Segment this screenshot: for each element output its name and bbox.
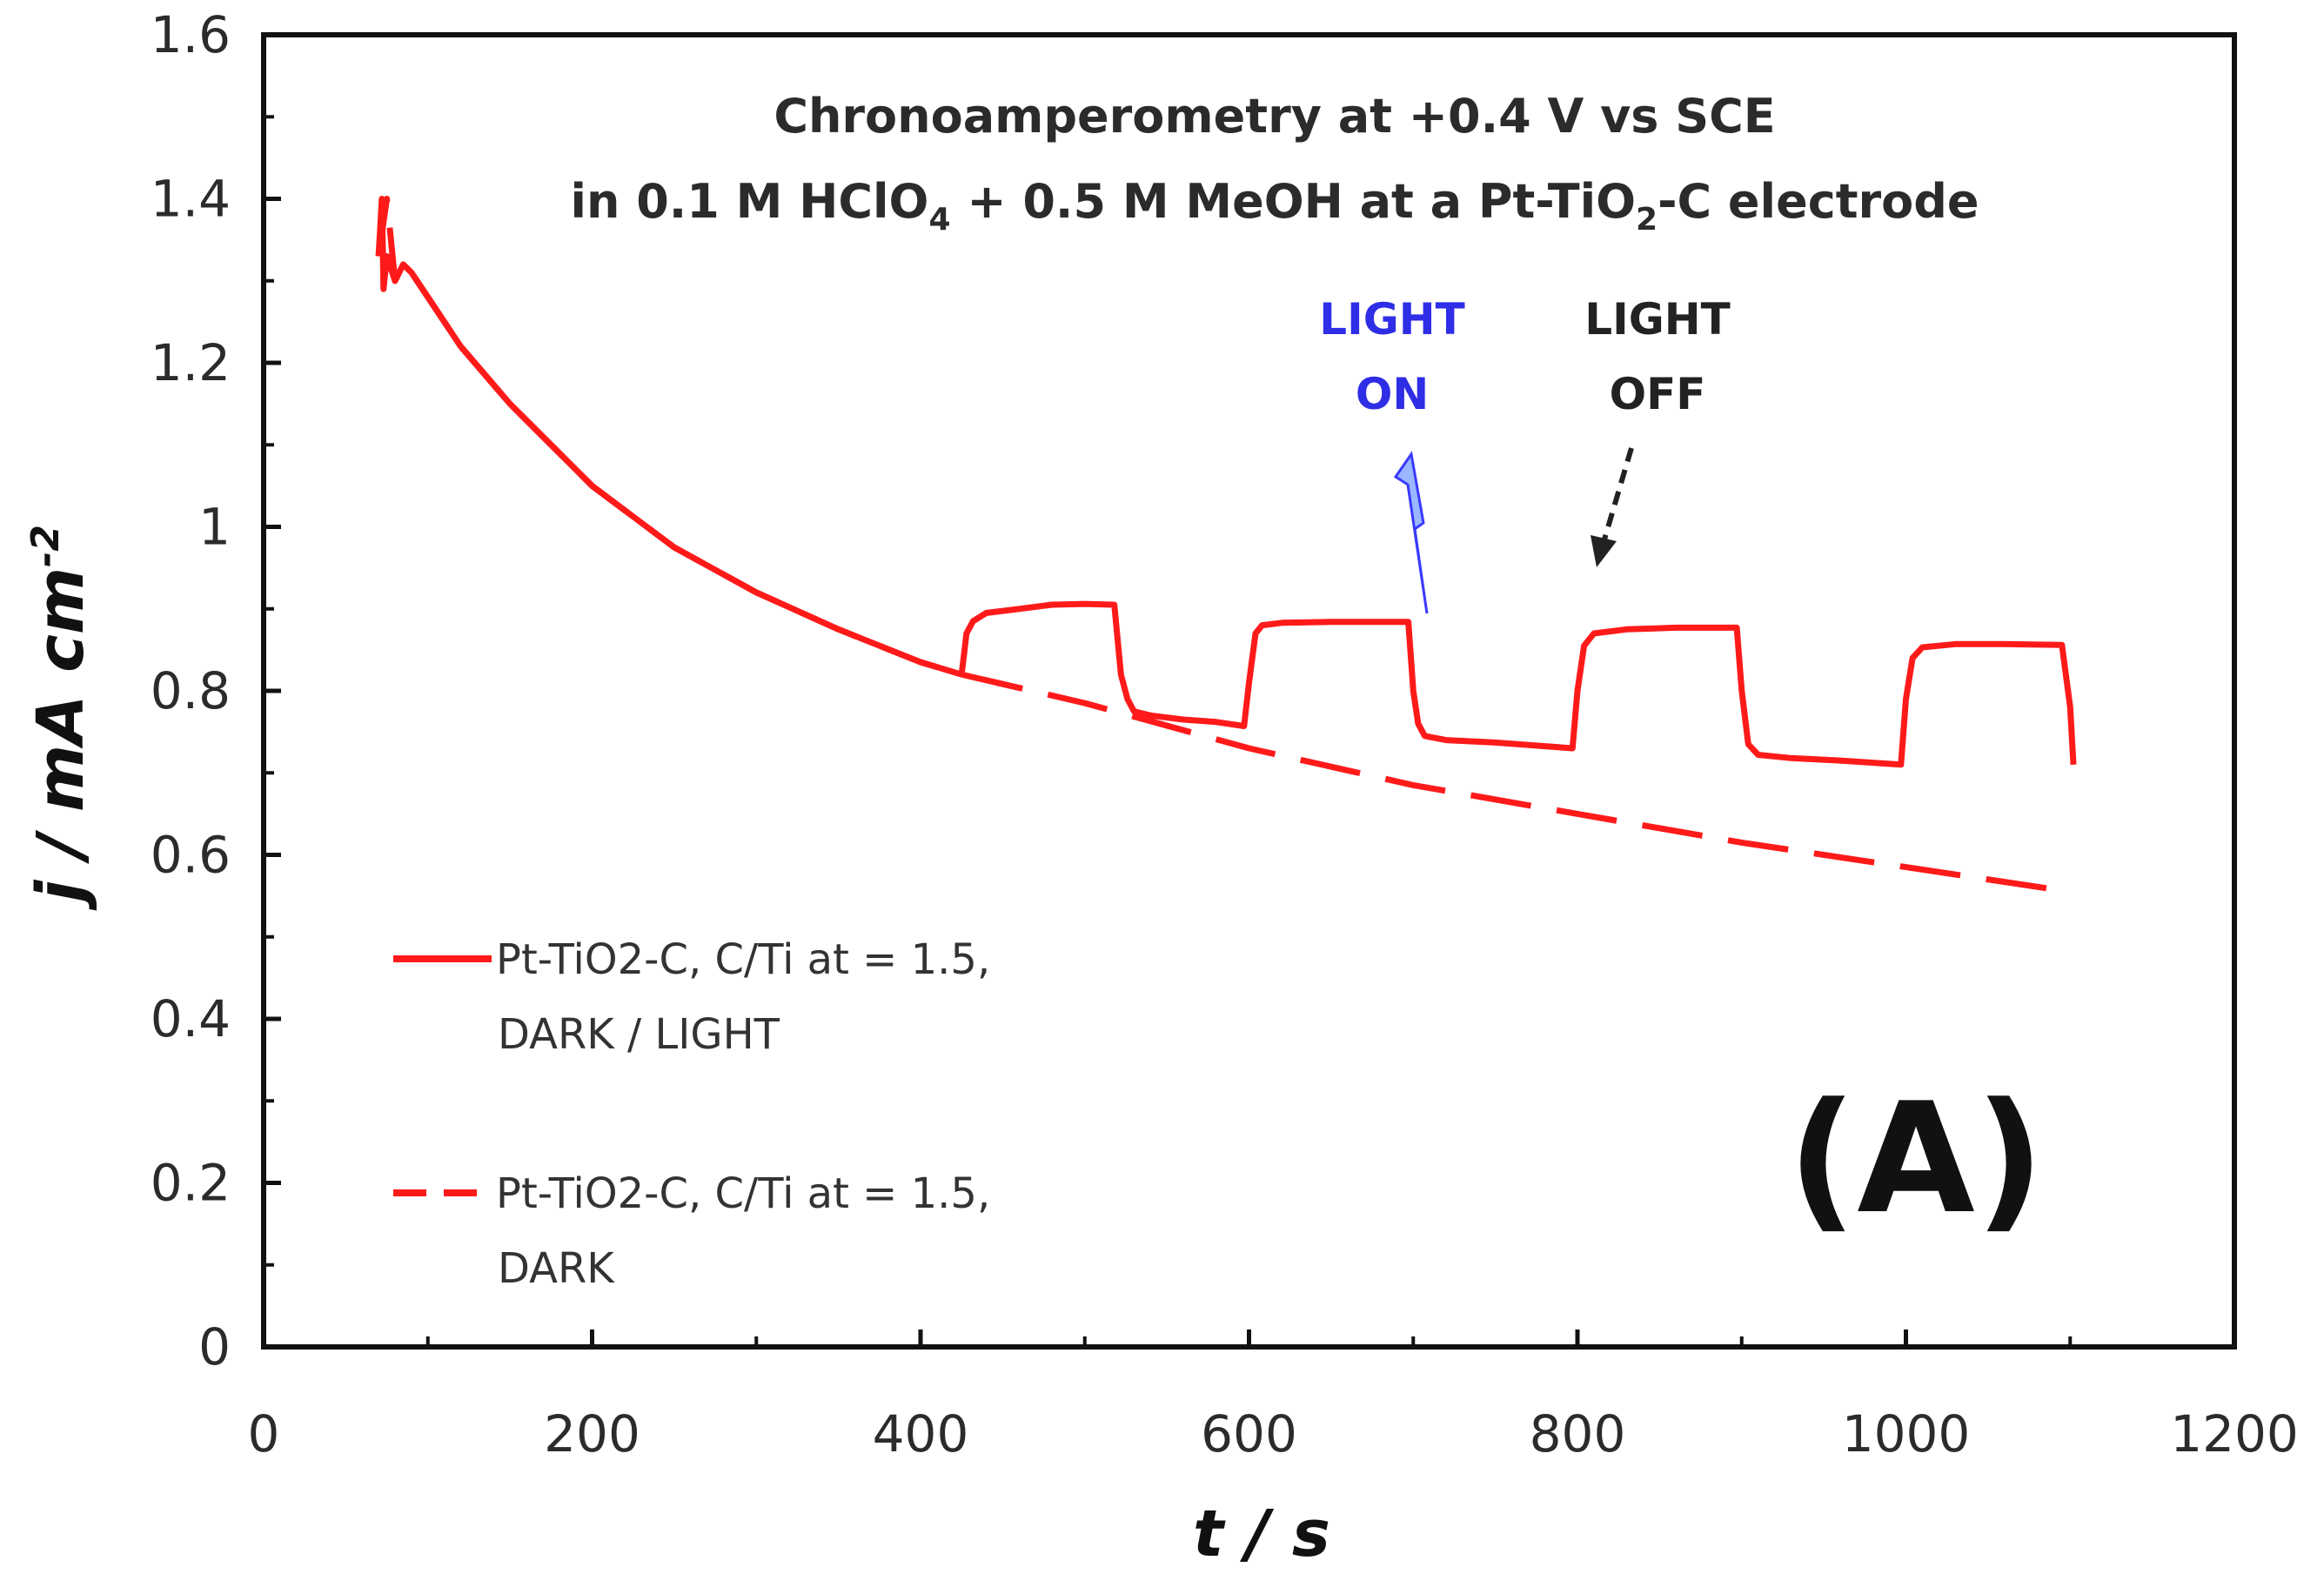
title-part-post: -C electrode: [1658, 174, 1979, 229]
title-part-mid: + 0.5 M MeOH at a Pt-TiO: [951, 174, 1637, 229]
title-sub-2: 2: [1636, 202, 1658, 238]
x-tick-label: 0: [248, 1404, 280, 1463]
legend-label-dashed-line1: Pt-TiO2-C, C/Ti at = 1.5,: [496, 1169, 990, 1218]
tick-labels: 0 0.2 0.4 0.6 0.8 1 1.2 1.4 1.6 0 200 400 600 800 1000…: [151, 5, 2299, 1463]
legend-label-solid-line2: DARK / LIGHT: [498, 1010, 780, 1059]
x-tick-label: 200: [544, 1404, 640, 1463]
y-axis-title: j / mA cm-2: [23, 525, 98, 911]
y-axis-title-sup: -2: [23, 525, 68, 567]
y-tick-label: 1.6: [151, 5, 231, 64]
y-tick-label: 0.8: [151, 661, 231, 720]
series-layer: [375, 196, 2077, 895]
x-tick-label: 600: [1201, 1404, 1297, 1463]
light-off-label-line2: OFF: [1610, 369, 1706, 419]
series-dark-light-line: [375, 196, 2077, 768]
panel-label: (A): [1787, 1071, 2044, 1248]
y-tick-label: 1: [198, 498, 231, 557]
y-tick-label: 1.2: [151, 333, 231, 392]
light-off-label-line1: LIGHT: [1584, 294, 1730, 345]
y-tick-label: 0.2: [151, 1154, 231, 1213]
light-on-label-line1: LIGHT: [1319, 294, 1464, 345]
y-axis-title-main: j / mA cm: [23, 567, 98, 911]
chart-title-line2: in 0.1 M HClO4 + 0.5 M MeOH at a Pt-TiO2…: [570, 174, 1979, 238]
title-part-pre: in 0.1 M HClO: [570, 174, 928, 229]
y-tick-label: 0.4: [151, 989, 231, 1048]
legend-label-dashed-line2: DARK: [498, 1244, 615, 1293]
x-axis-title: t / s: [1193, 1497, 1330, 1571]
light-on-zigzag-arrow-icon: [1393, 451, 1429, 614]
y-tick-label: 0.6: [151, 826, 231, 885]
x-tick-label: 400: [873, 1404, 969, 1463]
legend-label-solid-line1: Pt-TiO2-C, C/Ti at = 1.5,: [496, 935, 990, 984]
light-off-arrowhead-icon: [1591, 535, 1617, 567]
annotation-light-off: LIGHT OFF: [1584, 294, 1731, 567]
legend: Pt-TiO2-C, C/Ti at = 1.5, DARK / LIGHT P…: [393, 935, 990, 1293]
y-tick-label: 1.4: [151, 170, 231, 229]
x-tick-label: 1000: [1842, 1404, 1971, 1463]
y-tick-label: 0: [198, 1317, 231, 1376]
x-tick-label: 1200: [2170, 1404, 2299, 1463]
annotation-light-on: LIGHT ON: [1319, 294, 1465, 614]
title-sub-4: 4: [928, 202, 950, 238]
plot-frame: [261, 32, 2237, 1350]
light-off-dashed-arrow: [1599, 447, 1634, 549]
light-on-label-line2: ON: [1356, 369, 1429, 419]
chart-title-line1: Chronoamperometry at +0.4 V vs SCE: [774, 89, 1775, 144]
x-tick-label: 800: [1530, 1404, 1626, 1463]
